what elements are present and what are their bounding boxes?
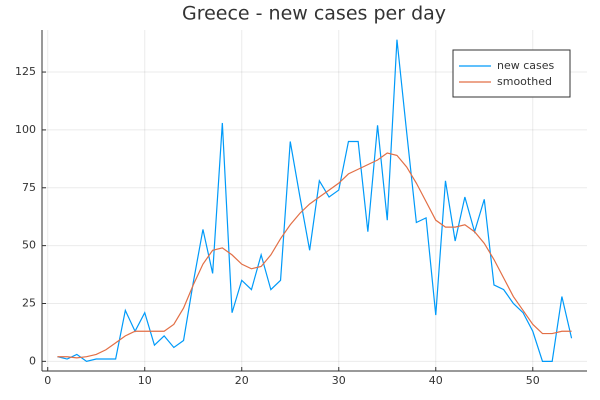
x-tick-label: 10 <box>138 374 152 387</box>
legend-label: smoothed <box>497 75 552 88</box>
legend-box <box>452 49 571 98</box>
chart-title: Greece - new cases per day <box>182 3 446 25</box>
y-tick-label: 125 <box>15 65 36 78</box>
legend-label: new cases <box>497 59 555 72</box>
x-tick-label: 50 <box>526 374 540 387</box>
x-tick-label: 30 <box>332 374 346 387</box>
y-tick-label: 75 <box>22 181 36 194</box>
x-tick-label: 40 <box>429 374 443 387</box>
data-line <box>57 152 572 359</box>
data-line <box>57 39 573 362</box>
y-tick-label: 100 <box>15 123 36 136</box>
y-tick-label: 0 <box>29 354 36 367</box>
x-tick-label: 0 <box>44 374 51 387</box>
y-tick-label: 50 <box>22 239 36 252</box>
x-tick-label: 20 <box>235 374 249 387</box>
y-tick-label: 25 <box>22 296 36 309</box>
